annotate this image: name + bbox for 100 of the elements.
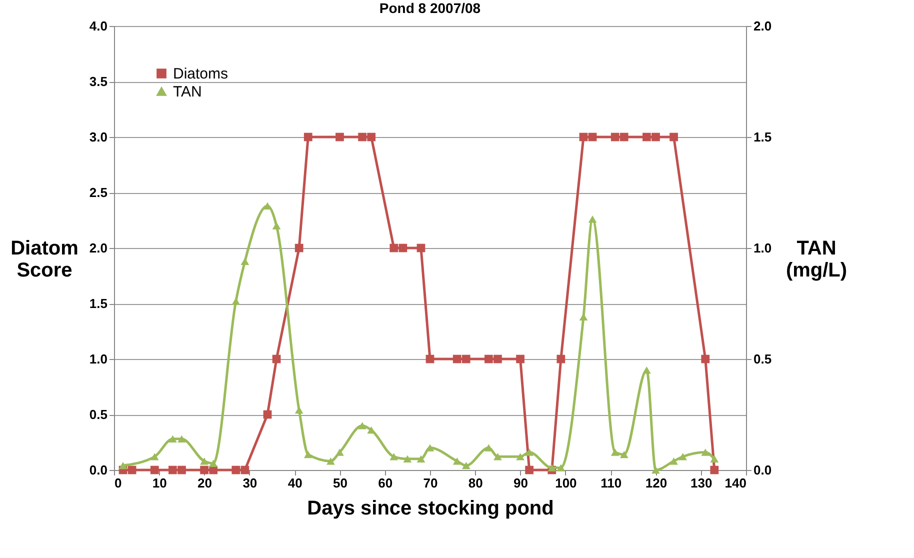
- point: [390, 453, 398, 460]
- legend-label: TAN: [173, 84, 202, 100]
- y-tick-label: 2.0: [89, 240, 108, 256]
- point: [272, 354, 281, 364]
- x-tick-label: 60: [378, 476, 393, 490]
- y-tick-label: 1.5: [89, 296, 108, 311]
- point: [326, 457, 335, 465]
- y2-tick-label: 1.0: [754, 240, 772, 256]
- point: [263, 410, 272, 419]
- point: [556, 464, 566, 472]
- point: [652, 466, 660, 474]
- point: [525, 448, 534, 456]
- x-tick-label: 80: [468, 476, 483, 490]
- point: [701, 448, 710, 456]
- y-tick-label: 2.5: [89, 185, 108, 200]
- point: [642, 132, 651, 142]
- point: [367, 132, 376, 142]
- point: [416, 244, 426, 252]
- point: [304, 132, 312, 142]
- point: [403, 455, 412, 463]
- point: [200, 466, 208, 474]
- point: [240, 258, 250, 265]
- point: [484, 354, 493, 364]
- point: [462, 462, 470, 470]
- point: [168, 435, 177, 443]
- point: [462, 354, 470, 364]
- y2-tick-label: 2.0: [754, 18, 772, 34]
- point: [710, 466, 719, 474]
- point: [272, 222, 281, 230]
- x-tick-label: 10: [152, 476, 167, 490]
- x-tick-label: 30: [242, 476, 258, 490]
- y2-tick-label: 1.5: [754, 130, 772, 144]
- point: [336, 448, 344, 456]
- x-tick-label: 70: [423, 476, 438, 490]
- x-tick-label: 40: [288, 476, 302, 490]
- point: [294, 406, 304, 414]
- point: [610, 448, 620, 456]
- point: [240, 466, 250, 474]
- x-axis-title: Days since stocking pond: [307, 498, 554, 520]
- point: [642, 366, 651, 374]
- point: [588, 216, 597, 223]
- point: [390, 244, 398, 252]
- point: [150, 466, 159, 474]
- y-tick-label: 0.0: [89, 462, 108, 478]
- point: [416, 455, 426, 463]
- point: [620, 132, 628, 142]
- point: [525, 466, 534, 474]
- point: [150, 453, 159, 460]
- point: [494, 354, 502, 364]
- point: [670, 132, 678, 142]
- point: [336, 132, 344, 142]
- y2-axis-title: TAN (mg/L): [786, 238, 848, 282]
- point: [200, 457, 208, 465]
- point: [178, 466, 186, 474]
- point: [516, 453, 524, 460]
- point: [426, 354, 434, 364]
- point: [118, 462, 128, 470]
- point: [128, 466, 136, 474]
- point: [710, 455, 719, 463]
- point: [209, 460, 218, 467]
- point: [516, 354, 524, 364]
- point: [556, 354, 566, 364]
- y-tick-label: 3.0: [89, 130, 108, 144]
- point: [548, 464, 556, 472]
- x-tick-label: 100: [555, 476, 577, 490]
- point: [652, 132, 660, 142]
- point: [701, 354, 710, 364]
- x-tick-label: 0: [114, 476, 122, 490]
- y-tick-label: 3.5: [89, 74, 108, 89]
- point: [670, 457, 678, 465]
- y-axis-title: Diatom Score: [10, 238, 78, 282]
- chart-title: Pond 8 2007/08: [379, 0, 481, 16]
- point: [358, 132, 366, 142]
- y-tick-label: 4.0: [89, 18, 108, 34]
- y2-tick-label: 0.5: [754, 352, 772, 366]
- legend-label: Diatoms: [173, 66, 228, 82]
- point: [678, 453, 687, 460]
- y-tick-label: 1.0: [89, 352, 108, 366]
- point: [232, 466, 240, 474]
- x-tick-label: 140: [724, 476, 746, 490]
- point: [168, 466, 177, 474]
- point: [579, 132, 588, 142]
- x-tick-label: 50: [332, 476, 348, 490]
- point: [232, 298, 240, 305]
- x-tick-label: 20: [198, 476, 212, 490]
- point: [452, 354, 462, 364]
- y-tick-label: 0.5: [89, 407, 108, 422]
- x-tick-label: 110: [600, 476, 622, 490]
- x-tick-label: 130: [690, 476, 712, 490]
- y2-tick-label: 0.0: [754, 462, 772, 478]
- point: [494, 453, 502, 460]
- point: [588, 132, 597, 142]
- point: [358, 422, 366, 430]
- point: [398, 244, 408, 252]
- point: [610, 132, 620, 142]
- point: [620, 450, 628, 458]
- point: [294, 244, 304, 252]
- x-tick-label: 120: [645, 476, 668, 490]
- x-tick-label: 90: [514, 476, 528, 490]
- point: [178, 435, 186, 443]
